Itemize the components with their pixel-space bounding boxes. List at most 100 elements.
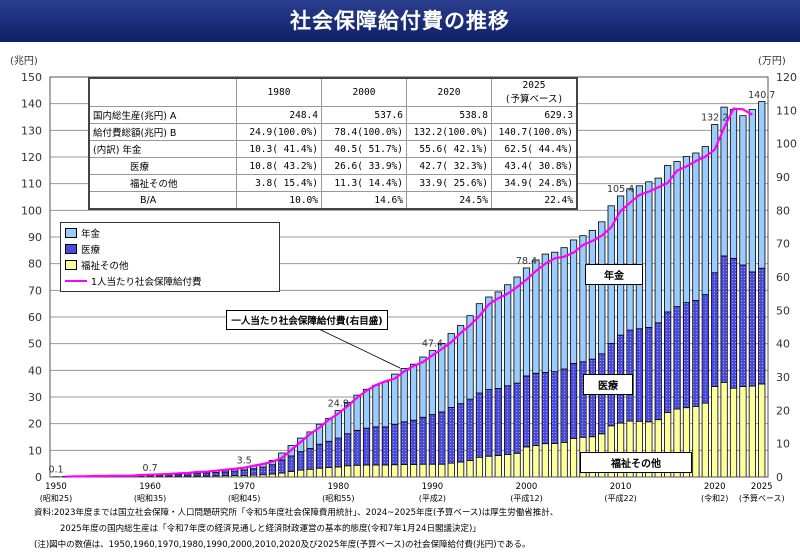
table-cell: 22.4%: [491, 191, 578, 210]
bar-medical: [522, 375, 531, 448]
data-label: 105.4: [607, 184, 634, 195]
x-tick-year: 1990: [422, 482, 444, 492]
bar-medical: [532, 372, 540, 446]
right-tick-label: 0: [776, 471, 783, 484]
table-header-row: 1980 2000 2020 2025 (予算ベース): [88, 77, 578, 107]
table-cell: 10.0%: [236, 191, 322, 210]
table-cell: 34.9( 24.8%): [491, 174, 578, 192]
bar-welfare: [297, 469, 305, 478]
bar-pension: [353, 394, 361, 431]
bar-medical: [240, 469, 248, 476]
row-label: B/A: [88, 191, 237, 210]
bar-medical: [344, 433, 352, 467]
bar-pension: [569, 239, 578, 364]
header-year: 2025: [522, 80, 546, 91]
bar-medical: [447, 406, 455, 464]
bar-welfare: [748, 385, 756, 478]
legend-label: 医療: [81, 245, 101, 256]
bar-medical: [457, 403, 465, 463]
row-label: 給付費総額(兆円) B: [88, 123, 237, 141]
bar-welfare: [372, 464, 380, 478]
bar-welfare: [344, 465, 352, 478]
table-row: 給付費総額(兆円) B 24.9(100.0%) 78.4(100.0%) 132.2…: [88, 123, 578, 141]
bar-medical: [391, 423, 399, 466]
bar-medical: [494, 388, 502, 456]
bar-medical: [362, 427, 371, 466]
bar-pension: [306, 431, 314, 449]
data-label: 3.5: [237, 456, 252, 467]
legend-label: 1人当たり社会保障給付費: [91, 277, 202, 288]
data-label: 140.7: [748, 90, 775, 101]
bar-medical: [409, 419, 418, 465]
bar-pension: [362, 388, 371, 429]
bar-welfare: [306, 468, 314, 478]
x-tick-era: (平成12): [510, 493, 542, 503]
left-tick-label: 130: [21, 124, 42, 137]
table-row: 医療 10.8( 43.2%) 26.6( 33.9%) 42.7( 32.3%) 43…: [88, 157, 578, 175]
bar-medical: [701, 294, 709, 404]
left-tick-label: 10: [28, 444, 42, 457]
bar-medical: [692, 300, 700, 407]
page-title: 社会保障給付費の推移: [0, 0, 800, 42]
bar-medical: [711, 272, 719, 388]
bar-pension: [579, 235, 587, 363]
bar-pension: [391, 373, 399, 425]
header-2000: 2000: [321, 77, 407, 107]
bar-welfare: [278, 472, 286, 478]
table-cell: 538.8: [406, 106, 492, 124]
table-row: (内訳) 年金 10.3( 41.4%) 40.5( 51.7%) 55.6( 42.…: [88, 140, 578, 158]
bar-pension: [372, 384, 380, 428]
bar-medical: [400, 421, 408, 465]
table-cell: 3.8( 15.4%): [236, 174, 322, 192]
bar-pension: [541, 253, 549, 373]
table-cell: 132.2(100.0%): [406, 123, 492, 141]
bar-medical: [682, 302, 691, 409]
table-cell: 62.5( 44.4%): [491, 140, 578, 158]
x-tick-era: (昭和45): [228, 494, 260, 503]
medical-label: 医療: [583, 374, 633, 395]
left-tick-label: 80: [28, 258, 42, 271]
bar-welfare: [513, 452, 521, 478]
bar-pension: [711, 124, 719, 274]
bar-pension: [438, 342, 446, 413]
bar-medical: [297, 451, 305, 471]
data-label: 0.1: [48, 465, 63, 476]
bar-welfare: [720, 381, 728, 478]
table-row: 福祉その他 3.8( 15.4%) 11.3( 14.4%) 33.9( 25.6%)…: [88, 174, 578, 192]
footnotes: 資料:2023年度までは国立社会保障・人口問題研究所「令和5年度社会保障費用統計…: [34, 505, 558, 553]
table-cell: 78.4(100.0%): [321, 123, 407, 141]
table-cell: 24.5%: [406, 191, 492, 210]
table-cell: 24.9(100.0%): [236, 123, 322, 141]
left-tick-label: 30: [28, 391, 42, 404]
bar-medical: [569, 362, 578, 439]
bar-pension: [315, 423, 324, 445]
x-tick-era: (昭和55): [322, 494, 354, 503]
bar-welfare: [569, 438, 578, 478]
bar-welfare: [419, 463, 427, 478]
bar-pension: [513, 276, 521, 384]
table-cell: 33.9( 25.6%): [406, 174, 492, 192]
bar-pension: [344, 401, 352, 435]
bar-welfare: [475, 456, 484, 478]
bar-pension: [400, 368, 408, 423]
per-capita-annotation: 一人当たり社会保障給付費(右目盛): [226, 310, 388, 330]
bar-welfare: [522, 446, 531, 478]
summary-table: 1980 2000 2020 2025 (予算ベース) 国内総生産(兆円) A 24…: [88, 77, 578, 210]
left-tick-label: 70: [28, 284, 42, 297]
table-cell: 11.3( 14.4%): [321, 174, 407, 192]
right-tick-label: 110: [776, 104, 797, 117]
bar-medical: [588, 358, 596, 438]
source-note: 資料:2023年度までは国立社会保障・人口問題研究所「令和5年度社会保障費用統計…: [34, 508, 559, 518]
bar-pension: [334, 410, 342, 439]
table-cell: 140.7(100.0%): [491, 123, 578, 141]
right-tick-label: 30: [776, 371, 790, 384]
bar-medical: [334, 437, 342, 468]
left-tick-label: 140: [21, 98, 42, 111]
bar-welfare: [701, 402, 709, 478]
line-swatch: [65, 280, 87, 282]
bar-medical: [513, 382, 521, 454]
bar-medical: [748, 271, 756, 387]
bar-pension: [532, 259, 540, 374]
bar-welfare: [551, 442, 559, 478]
